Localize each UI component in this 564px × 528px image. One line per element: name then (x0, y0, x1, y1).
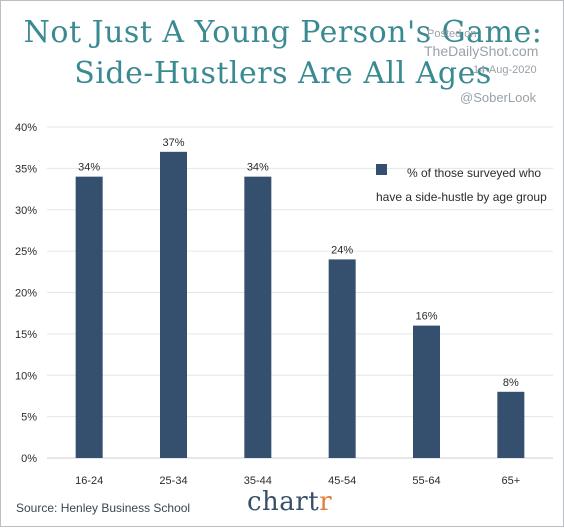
x-tick-label: 25-34 (159, 475, 187, 487)
data-label: 37% (162, 137, 184, 149)
y-tick-label: 30% (15, 205, 37, 217)
y-tick-label: 40% (15, 122, 37, 134)
x-tick-label: 35-44 (244, 475, 272, 487)
brand-logo-main: chart (247, 487, 320, 517)
legend-label: % of those surveyed who have a side-hust… (376, 166, 547, 204)
chart-title-line-1: Not Just A Young Person's Game: (23, 15, 543, 50)
x-tick-label: 65+ (501, 475, 520, 487)
source-note: Source: Henley Business School (16, 501, 191, 515)
chart-title-line-2: Side-Hustlers Are All Ages (74, 56, 492, 91)
data-label: 8% (503, 377, 519, 389)
y-tick-label: 25% (15, 246, 37, 258)
y-tick-label: 10% (15, 370, 37, 382)
data-label: 34% (247, 162, 269, 174)
bar (328, 259, 356, 458)
bar (75, 176, 103, 458)
bar (413, 325, 440, 458)
data-label: 16% (415, 311, 437, 323)
watermark-posted-on: Posted on (427, 28, 477, 40)
bar (497, 391, 525, 458)
watermark-site: TheDailyShot.com (424, 43, 539, 59)
x-tick-label: 55-64 (412, 475, 440, 487)
watermark-date: 14-Aug-2020 (473, 64, 537, 76)
y-tick-label: 0% (21, 453, 37, 465)
y-tick-label: 15% (15, 329, 37, 341)
y-tick-label: 35% (15, 163, 37, 175)
legend-swatch (376, 164, 387, 175)
data-label: 34% (78, 162, 100, 174)
y-tick-label: 5% (21, 412, 37, 424)
y-tick-label: 20% (15, 288, 37, 300)
data-label: 24% (331, 244, 353, 256)
brand-logo-accent: r (319, 487, 333, 517)
x-tick-label: 45-54 (328, 475, 356, 487)
bar (160, 151, 187, 458)
bar (244, 176, 272, 458)
watermark-handle: @SoberLook (460, 90, 537, 105)
brand-logo: chartr (247, 487, 332, 517)
x-tick-label: 16-24 (75, 475, 103, 487)
